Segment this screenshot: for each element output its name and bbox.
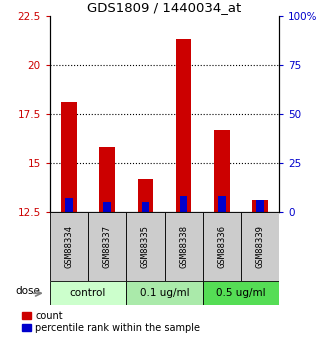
Bar [103, 202, 111, 212]
Text: GSM88337: GSM88337 [103, 225, 112, 268]
Bar [50, 281, 126, 305]
Text: GSM88334: GSM88334 [65, 225, 74, 268]
Bar [126, 212, 164, 281]
Text: GSM88338: GSM88338 [179, 225, 188, 268]
Bar [88, 212, 126, 281]
Bar [164, 212, 203, 281]
Bar [203, 281, 279, 305]
Bar [218, 196, 226, 212]
Bar [65, 198, 73, 212]
Bar [256, 200, 264, 212]
Bar [241, 212, 279, 281]
Bar [50, 212, 88, 281]
Bar [142, 202, 149, 212]
Bar [253, 200, 268, 212]
Bar [138, 179, 153, 212]
Bar [180, 196, 187, 212]
Legend: count, percentile rank within the sample: count, percentile rank within the sample [21, 310, 202, 334]
Title: GDS1809 / 1440034_at: GDS1809 / 1440034_at [87, 1, 242, 14]
Text: dose: dose [15, 286, 40, 296]
Bar [100, 147, 115, 212]
Bar [126, 281, 203, 305]
Bar [176, 39, 191, 212]
Text: GSM88335: GSM88335 [141, 225, 150, 268]
Bar [203, 212, 241, 281]
Text: 0.5 ug/ml: 0.5 ug/ml [216, 288, 266, 298]
Bar [214, 130, 230, 212]
Text: 0.1 ug/ml: 0.1 ug/ml [140, 288, 189, 298]
Text: control: control [70, 288, 106, 298]
Text: GSM88339: GSM88339 [256, 225, 265, 268]
Bar [61, 102, 76, 212]
Text: GSM88336: GSM88336 [217, 225, 226, 268]
